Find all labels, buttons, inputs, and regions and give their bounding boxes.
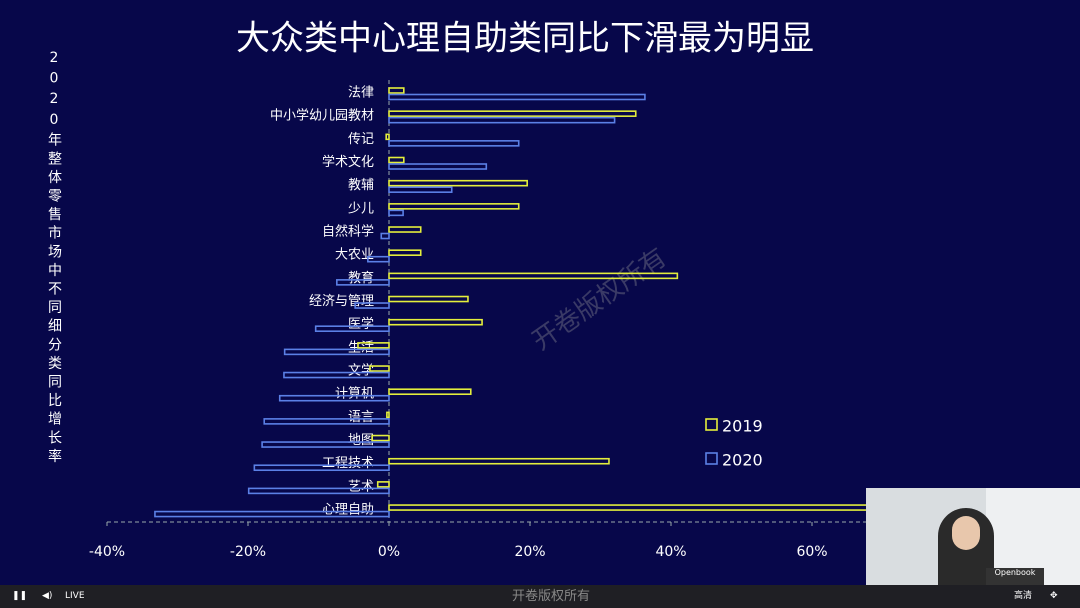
x-tick-label: -20% <box>230 544 266 560</box>
player-bar: ❚❚ ◀) LIVE 开卷版权所有 高清 ✥ <box>0 585 1080 608</box>
bar <box>388 318 483 326</box>
bar <box>336 279 390 286</box>
bar <box>357 342 390 349</box>
bar <box>367 255 390 263</box>
watermark: 开卷版权所有 <box>527 243 672 357</box>
legend-swatch <box>705 418 718 431</box>
y-tick-label: 地图 <box>348 433 374 448</box>
y-tick-label: 自然科学 <box>322 224 374 240</box>
y-tick-label: 语言 <box>348 410 374 425</box>
x-tick-label: 0% <box>378 544 400 560</box>
bar <box>376 481 390 488</box>
x-tick-label: 40% <box>655 544 686 560</box>
bar <box>388 209 404 217</box>
bar <box>388 295 469 303</box>
y-tick-label: 传记 <box>348 132 374 147</box>
bar <box>385 133 390 141</box>
x-tick-label: 20% <box>514 544 545 560</box>
legend-label: 2019 <box>722 417 763 436</box>
bar <box>388 457 610 465</box>
chart-title: 大众类中心理自助类同比下滑最为明显 <box>236 19 814 59</box>
y-tick-label: 文学 <box>348 363 374 379</box>
x-tick-label: 60% <box>796 544 827 560</box>
pause-button[interactable]: ❚❚ <box>12 591 28 601</box>
volume-button[interactable]: ◀) <box>42 591 53 601</box>
bar <box>314 325 390 333</box>
y-tick-label: 少儿 <box>348 201 374 216</box>
bar-watermark: 开卷版权所有 <box>512 589 591 604</box>
bar <box>388 110 637 117</box>
y-tick-label: 法律 <box>348 86 374 101</box>
bar <box>283 371 390 379</box>
bar <box>388 249 422 256</box>
laptop: Openbook <box>986 568 1044 585</box>
y-tick-label: 学术文化 <box>322 154 374 170</box>
bar <box>388 163 488 170</box>
y-tick-label: 计算机 <box>335 387 374 402</box>
y-tick-label: 中小学幼儿园教材 <box>270 108 374 124</box>
bar <box>369 365 390 372</box>
webcam: Openbook <box>866 488 1080 585</box>
bar <box>154 510 390 518</box>
fullscreen-button[interactable]: ✥ <box>1050 591 1058 601</box>
y-tick-label: 教辅 <box>348 177 374 193</box>
face <box>952 516 980 550</box>
bar <box>278 394 390 402</box>
legend-swatch <box>705 452 718 465</box>
bar <box>388 156 405 164</box>
bar <box>261 441 390 448</box>
bar <box>263 418 390 425</box>
live-label: LIVE <box>65 591 85 601</box>
y-tick-label: 心理自助 <box>322 503 374 518</box>
y-tick-label: 大农业 <box>335 248 374 263</box>
bar <box>371 434 390 442</box>
bar <box>388 93 646 101</box>
y-tick-label: 教育 <box>348 270 374 286</box>
bar <box>380 232 390 240</box>
bar <box>388 388 472 396</box>
bar <box>388 179 528 187</box>
quality-button[interactable]: 高清 <box>1014 591 1033 601</box>
bar <box>247 487 390 495</box>
bar <box>388 186 453 193</box>
bar <box>388 140 520 147</box>
bar <box>388 116 616 124</box>
y-tick-label: 医学 <box>348 316 374 332</box>
bar <box>388 272 679 280</box>
bar <box>386 411 390 419</box>
legend-label: 2020 <box>722 451 763 470</box>
bar <box>388 203 520 210</box>
bar <box>253 464 390 472</box>
bar <box>283 348 390 356</box>
y-tick-label: 艺术 <box>348 479 374 494</box>
bar <box>354 302 390 309</box>
bar <box>388 504 884 511</box>
bar <box>388 87 405 94</box>
y-tick-label: 经济与管理 <box>309 294 374 309</box>
bar <box>388 226 422 233</box>
y-axis-label: 2020年整体零售市场中不同细分类同比增长率 <box>46 50 62 468</box>
y-tick-label: 工程技术 <box>322 456 374 471</box>
x-tick-label: -40% <box>89 544 125 560</box>
